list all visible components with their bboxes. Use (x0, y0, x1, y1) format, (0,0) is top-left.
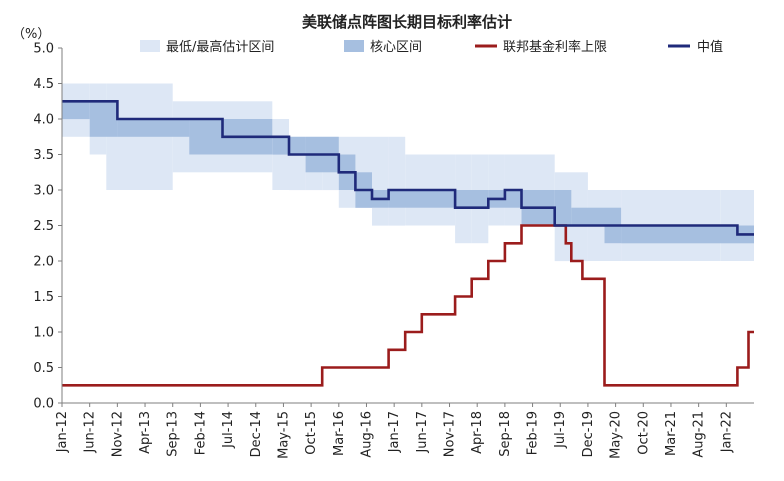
x-tick-label: Jan-17 (387, 411, 402, 453)
core-band-segment (621, 225, 754, 244)
x-tick-label: Sep-18 (498, 411, 513, 457)
x-tick-label: Nov-17 (443, 411, 458, 457)
legend-label-core: 核心区间 (370, 40, 422, 55)
y-tick-label: 4.0 (33, 113, 54, 128)
range-band-segment (372, 136, 389, 226)
x-tick-label: Dec-14 (249, 411, 264, 457)
y-tick-label: 1.0 (33, 326, 54, 341)
y-axis-unit: （%） (12, 27, 50, 42)
y-tick-label: 0.0 (33, 397, 54, 412)
x-tick-label: Feb-14 (193, 411, 208, 455)
x-tick-label: Jul-19 (553, 411, 568, 449)
x-tick-label: Apr-18 (470, 411, 485, 454)
legend-swatch-core (344, 40, 364, 52)
x-tick-label: Oct-20 (636, 411, 651, 455)
core-band-segment (62, 101, 90, 120)
core-band-segment (89, 101, 118, 137)
core-band-segment (455, 190, 489, 208)
median-line (62, 100, 754, 236)
core-band-segment (189, 119, 223, 155)
core-band-segment (571, 207, 605, 226)
x-tick-label: Feb-19 (526, 411, 541, 455)
legend-label-median: 中值 (697, 39, 723, 55)
y-axis: 0.0 0.5 1.0 1.5 2.0 2.5 3.0 3.5 4.0 4.5 5.0 (33, 42, 63, 412)
x-tick-label: Jul-14 (221, 411, 236, 449)
x-tick-label: Jan-12 (55, 411, 70, 453)
x-tick-label: Mar-21 (664, 411, 679, 456)
x-tick-label: Mar-16 (332, 411, 347, 456)
y-tick-label: 4.5 (33, 77, 54, 92)
x-tick-label: Sep-13 (166, 411, 181, 457)
x-tick-label: Jan-22 (719, 411, 734, 453)
x-tick-label: May-15 (276, 411, 291, 459)
legend-label-fed-funds: 联邦基金利率上限 (503, 39, 607, 55)
y-tick-label: 2.5 (33, 219, 54, 234)
x-tick-label: Dec-19 (581, 411, 596, 457)
legend: 最低/最高估计区间 核心区间 联邦基金利率上限 中值 (140, 39, 723, 55)
x-tick-label: Nov-12 (110, 411, 125, 457)
x-tick-label: Oct-15 (304, 411, 319, 455)
y-tick-label: 1.5 (33, 290, 54, 305)
y-tick-label: 2.0 (33, 255, 54, 270)
x-tick-label: May-20 (609, 411, 624, 459)
range-band-segment (388, 136, 406, 226)
x-axis: Jan-12 Jun-12 Nov-12 Apr-13 Sep-13 Feb-14 Jul-… (55, 402, 754, 459)
core-band-segment (117, 119, 190, 137)
chart-title: 美联储点阵图长期目标利率估计 (302, 13, 512, 31)
legend-label-range: 最低/最高估计区间 (166, 39, 274, 55)
core-band-segment (554, 190, 572, 226)
y-tick-label: 3.5 (33, 148, 54, 163)
y-tick-label: 3.0 (33, 184, 54, 199)
x-tick-label: Apr-13 (138, 411, 153, 454)
y-tick-label: 5.0 (33, 42, 54, 57)
x-tick-label: Jun-12 (83, 411, 98, 454)
y-tick-label: 0.5 (33, 361, 54, 376)
legend-swatch-range (140, 40, 160, 52)
x-tick-label: Aug-16 (360, 411, 375, 458)
plot-area (62, 83, 754, 387)
x-tick-label: Jun-17 (415, 411, 430, 454)
fed-funds-upper-line (62, 224, 754, 387)
x-tick-label: Aug-21 (692, 411, 707, 458)
core-band-segment (388, 190, 455, 208)
